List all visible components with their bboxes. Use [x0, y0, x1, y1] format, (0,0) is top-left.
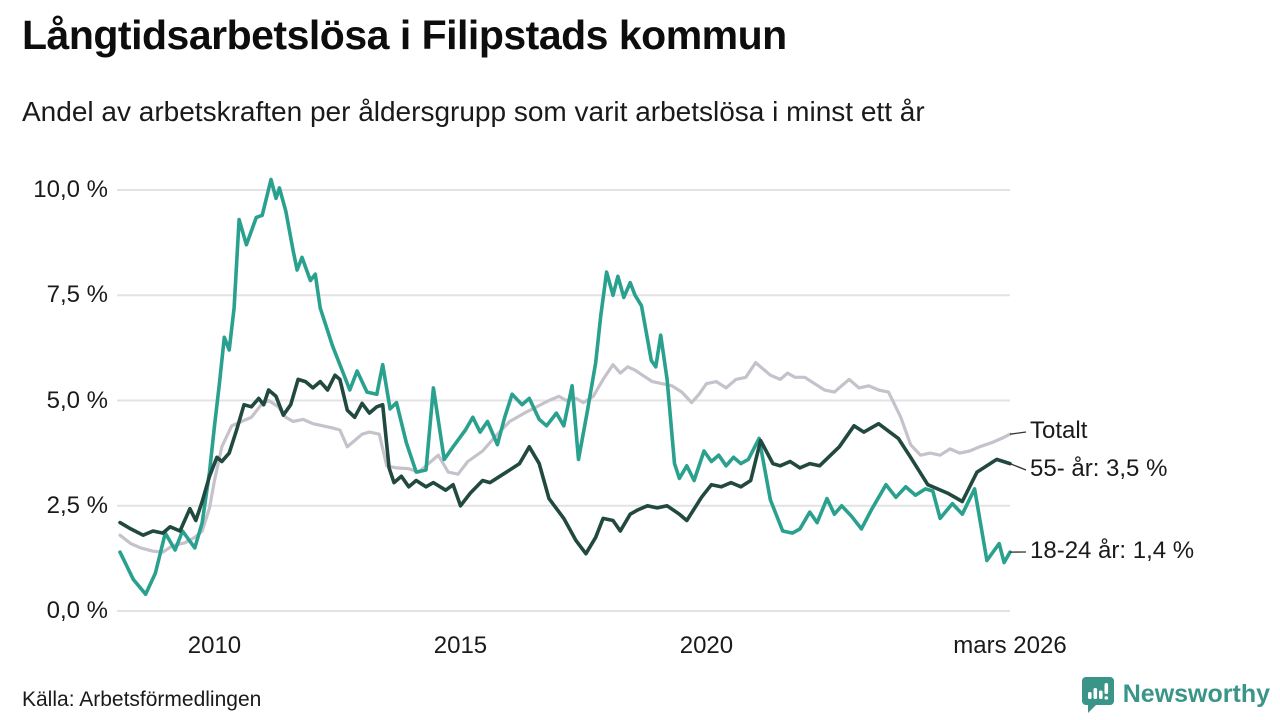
y-tick-label: 5,0 %	[46, 386, 108, 414]
x-tick-label: mars 2026	[953, 632, 1067, 659]
series-line-18-24-r	[118, 177, 1012, 596]
series-end-label: Totalt	[1030, 417, 1088, 444]
y-tick-label: 0,0 %	[46, 597, 108, 624]
series-line-55-r	[118, 373, 1012, 556]
page-title: Långtidsarbetslösa i Filipstads kommun	[22, 12, 787, 58]
x-tick-label: 2010	[187, 632, 242, 659]
chart-subtitle: Andel av arbetskraften per åldersgrupp s…	[22, 96, 925, 127]
y-tick-label: 7,5 %	[46, 281, 108, 309]
end-label-connector	[1009, 431, 1027, 435]
end-label-connector	[1009, 462, 1027, 471]
newsworthy-bubble-icon	[1081, 677, 1114, 713]
source-note: Källa: Arbetsförmedlingen	[22, 688, 262, 711]
y-tick-label: 2,5 %	[46, 491, 108, 519]
x-tick-label: 2020	[679, 632, 734, 659]
newsworthy-logo: Newsworthy	[1081, 676, 1270, 713]
y-tick-label: 10,0 %	[33, 176, 108, 203]
x-tick-label: 2015	[433, 632, 488, 659]
series-end-label: 18-24 år: 1,4 %	[1030, 537, 1195, 564]
newsworthy-wordmark: Newsworthy	[1122, 680, 1270, 708]
series-end-label: 55- år: 3,5 %	[1030, 455, 1168, 482]
